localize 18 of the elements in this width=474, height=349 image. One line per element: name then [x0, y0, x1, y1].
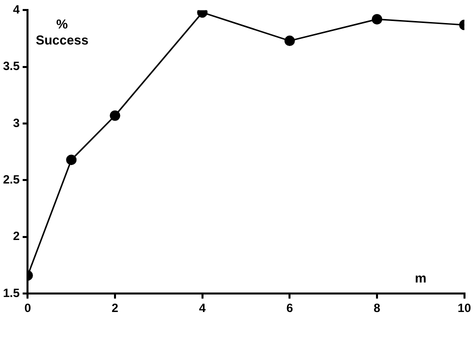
point: [66, 154, 77, 166]
x-tick-label: 2: [112, 301, 119, 316]
y-tick-label: 2.5: [2, 172, 20, 187]
x-tick-label: 6: [286, 301, 294, 316]
x-axis-title: m: [414, 270, 426, 286]
y-axis-title: % Success: [36, 16, 88, 48]
point: [372, 14, 382, 25]
y-tick-label: 3.5: [2, 59, 20, 74]
x-tick-label: 10: [458, 301, 472, 316]
x-tick-label: 0: [24, 301, 32, 316]
y-tick-label: 2: [12, 229, 20, 244]
point: [110, 110, 120, 121]
y-tick-label: 3: [12, 116, 20, 130]
point: [284, 36, 295, 46]
x-tick-label: 8: [374, 301, 381, 316]
y-tick-label: 1.5: [2, 286, 20, 300]
x-tick-label: 4: [198, 301, 206, 316]
y-tick-label: 4: [12, 2, 20, 17]
